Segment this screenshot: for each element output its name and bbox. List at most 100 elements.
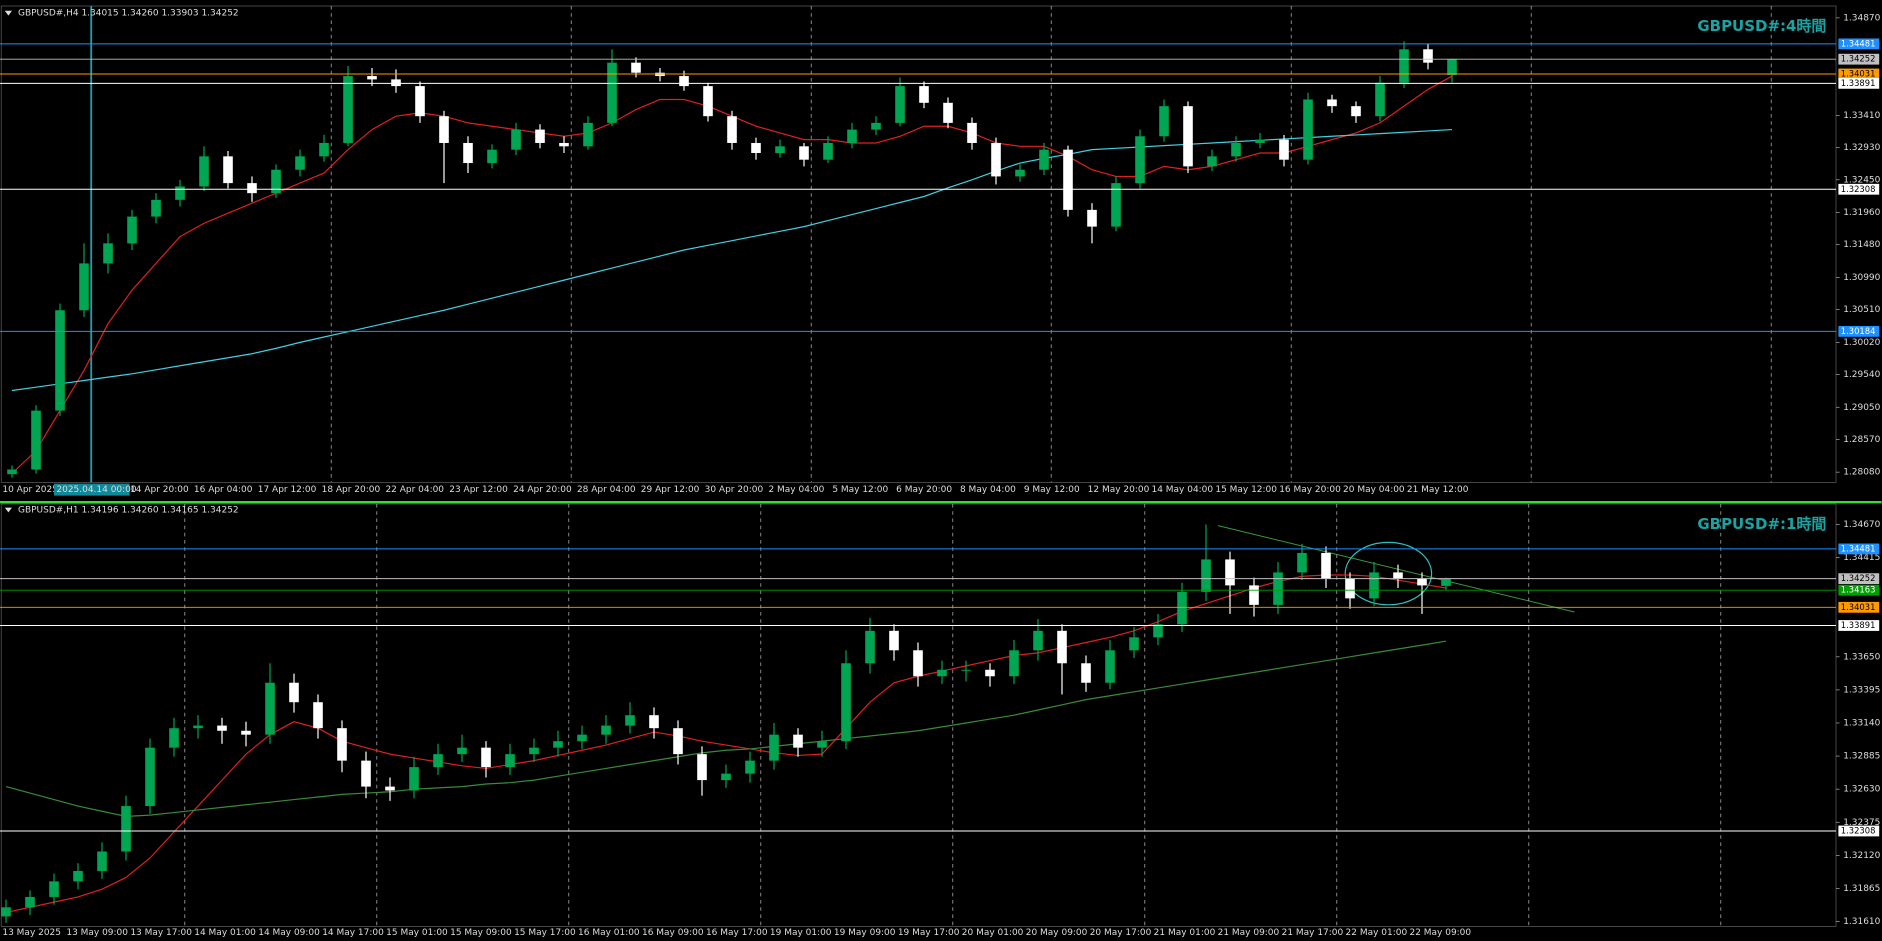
candle-body (1249, 585, 1259, 605)
candle-body (487, 149, 497, 164)
price-level-tag (1838, 543, 1880, 555)
x-tick-label: 12 May 20:00 (1088, 485, 1150, 495)
candle-body (241, 730, 251, 735)
x-tick-label: 16 Apr 04:00 (194, 485, 253, 495)
candle-body (1327, 99, 1337, 107)
candle-body (799, 146, 809, 160)
price-level-tag (1838, 183, 1880, 195)
price-level-tag (1838, 325, 1880, 337)
crosshair-label: 2025.04.14 00:00 (56, 485, 136, 495)
panel-header: GBPUSD#,H1 1.34196 1.34260 1.34165 1.342… (18, 505, 239, 515)
panel-title: GBPUSD#:1時間 (1697, 515, 1826, 533)
candle-body (193, 725, 203, 729)
candle-body (1105, 650, 1115, 683)
bottom-panel-frame (0, 503, 1837, 927)
x-tick-label: 14 May 04:00 (1152, 485, 1214, 495)
panel-title: GBPUSD#:4時間 (1697, 17, 1826, 35)
x-tick-label: 21 May 01:00 (1154, 928, 1216, 938)
candle-body (367, 76, 377, 80)
y-tick-label: 1.29540 (1843, 370, 1880, 380)
candle-body (1375, 82, 1385, 117)
y-tick-label: 1.31865 (1843, 884, 1880, 894)
panel-menu-arrow (4, 10, 13, 16)
candle-body (703, 86, 713, 117)
panel-menu-arrow (4, 507, 13, 513)
x-tick-label: 13 May 2025 (2, 928, 61, 938)
x-tick-label: 21 May 09:00 (1218, 928, 1280, 938)
candle-body (1039, 149, 1049, 170)
candle-body (1015, 169, 1025, 177)
candle-body (289, 682, 299, 703)
y-tick-label: 1.33395 (1843, 685, 1880, 695)
x-tick-label: 20 May 17:00 (1090, 928, 1152, 938)
candle-body (319, 142, 329, 157)
x-tick-label: 22 Apr 04:00 (385, 485, 444, 495)
moving-average (5, 640, 1447, 818)
x-tick-label: 30 Apr 20:00 (705, 485, 764, 495)
candle-body (673, 728, 683, 755)
y-tick-label: 1.31610 (1843, 917, 1880, 927)
price-level-tag (1838, 38, 1880, 50)
candle-body (151, 199, 161, 217)
x-tick-label: 14 May 01:00 (194, 928, 256, 938)
candle-body (553, 741, 563, 748)
candle-body (391, 79, 401, 87)
candle-body (1063, 149, 1073, 210)
x-tick-label: 13 May 17:00 (130, 928, 192, 938)
x-tick-label: 14 May 17:00 (322, 928, 384, 938)
price-level-tag (1838, 573, 1880, 585)
candle-body (745, 760, 755, 774)
candle-body (847, 129, 857, 143)
candle-body (793, 734, 803, 748)
price-level-label: 1.34481 (1841, 543, 1876, 553)
candle-body (625, 715, 635, 726)
candle-body (7, 469, 17, 475)
candle-body (1111, 183, 1121, 227)
y-tick-label: 1.33140 (1843, 718, 1880, 728)
candle-body (31, 410, 41, 470)
candle-body (247, 183, 257, 194)
candle-body (769, 734, 779, 761)
price-level-label: 1.32308 (1841, 184, 1876, 194)
y-tick-label: 1.32375 (1843, 818, 1880, 828)
x-tick-label: 21 May 17:00 (1282, 928, 1344, 938)
x-tick-label: 8 May 04:00 (960, 485, 1016, 495)
candle-body (199, 156, 209, 187)
candle-body (1201, 559, 1211, 592)
y-tick-label: 1.33650 (1843, 652, 1880, 662)
x-tick-label: 10 Apr 2025 (2, 485, 58, 495)
x-tick-label: 19 May 17:00 (898, 928, 960, 938)
candle-body (535, 129, 545, 143)
y-tick-label: 1.30020 (1843, 338, 1880, 348)
x-tick-label: 17 Apr 12:00 (258, 485, 317, 495)
price-level-tag (1838, 620, 1880, 631)
candle-body (223, 156, 233, 184)
candle-body (121, 806, 131, 852)
x-tick-label: 15 May 17:00 (514, 928, 576, 938)
candle-body (103, 243, 113, 264)
price-level-label: 1.33891 (1841, 78, 1876, 88)
candle-body (721, 773, 731, 781)
candle-body (889, 630, 899, 651)
candle-body (679, 76, 689, 87)
candle-body (775, 146, 785, 154)
candle-body (409, 767, 419, 791)
x-tick-label: 9 May 12:00 (1024, 485, 1080, 495)
price-level-label: 1.33891 (1841, 620, 1876, 630)
candle-body (361, 760, 371, 787)
candle-body (1441, 578, 1451, 586)
candle-body (145, 747, 155, 807)
candle-body (865, 630, 875, 664)
x-tick-label: 23 Apr 12:00 (449, 485, 508, 495)
price-level-label: 1.34163 (1841, 585, 1876, 595)
candle-body (559, 142, 569, 147)
x-tick-label: 28 Apr 04:00 (577, 485, 636, 495)
candle-body (1303, 99, 1313, 160)
candle-body (913, 650, 923, 677)
candle-body (1057, 630, 1067, 664)
y-tick-label: 1.32450 (1843, 175, 1880, 185)
price-level-tag (1838, 77, 1880, 89)
candle-body (1345, 578, 1355, 599)
y-tick-label: 1.30990 (1843, 273, 1880, 283)
price-level-label: 1.32308 (1841, 825, 1876, 835)
